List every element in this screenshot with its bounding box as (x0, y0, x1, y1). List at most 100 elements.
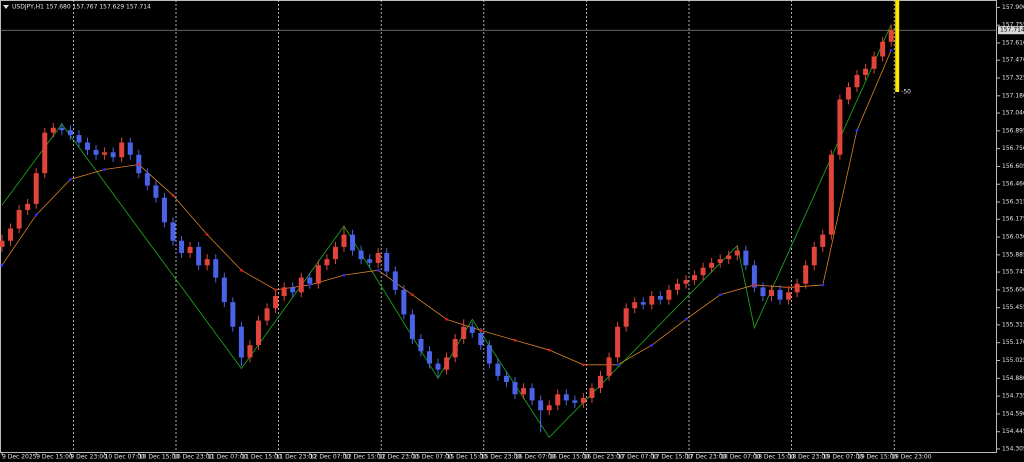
candle-body (452, 339, 458, 358)
candle-body (67, 130, 73, 136)
candle-body (59, 127, 65, 131)
candle-body (153, 185, 159, 198)
ma-dot (411, 293, 414, 297)
x-tick-label: 18 Dec 15:00 (754, 454, 795, 461)
y-tick-label: 156.175 (1002, 216, 1024, 223)
y-tick-label: 156.750 (1002, 145, 1024, 152)
candle-body (666, 289, 672, 300)
candle-body (341, 234, 347, 247)
candle-body (888, 30, 894, 42)
candle-body (478, 332, 484, 346)
candle-body (238, 326, 244, 358)
y-tick-label: 157.180 (1002, 92, 1024, 99)
y-tick-label: 157.610 (1002, 39, 1024, 46)
candle-body (632, 302, 638, 309)
ma-dot (684, 317, 688, 321)
candle-body (871, 56, 877, 69)
x-tick-label: 15 Dec 15:00 (447, 454, 488, 461)
y-tick-label: 154.590 (1002, 410, 1024, 417)
ma-dot (376, 268, 380, 272)
candle-body (811, 246, 817, 266)
y-tick-label: 155.885 (1002, 251, 1024, 258)
x-tick-label: 11 Dec 07:00 (207, 454, 248, 461)
y-tick-label: 156.895 (1002, 127, 1024, 134)
ma-dot (171, 193, 175, 197)
y-tick-label: 155.025 (1002, 357, 1024, 364)
candle-body (461, 326, 467, 339)
candle-body (649, 296, 655, 305)
candle-body (367, 259, 373, 263)
ma-dot (103, 168, 106, 171)
candle-body (734, 250, 740, 256)
x-tick-label: 11 Dec 15:00 (241, 454, 282, 461)
candle-body (538, 400, 544, 411)
candle-body (384, 253, 390, 272)
ma-dot (479, 329, 483, 332)
candle-body (615, 326, 621, 358)
x-tick-label: 10 Dec 23:00 (173, 454, 214, 461)
candle-body (512, 381, 518, 395)
y-tick-label: 157.900 (1002, 4, 1024, 11)
candle-body (298, 277, 304, 293)
y-tick-label: 155.455 (1002, 304, 1024, 311)
ma-dot (274, 288, 277, 292)
candle-body (845, 87, 851, 100)
x-tick-label: 18 Dec 07:00 (720, 454, 761, 461)
candle-body (307, 277, 313, 284)
ma-dot (308, 283, 312, 287)
y-tick-label: 157.040 (1002, 110, 1024, 117)
y-tick-label: 155.170 (1002, 339, 1024, 346)
candle-body (435, 363, 441, 370)
y-tick-label: 157.755 (1002, 22, 1024, 29)
candle-body (375, 253, 381, 263)
candle-body (555, 394, 561, 406)
candle-body (85, 142, 90, 150)
last-price-label: 157.714 (1000, 27, 1024, 34)
candle-body (221, 277, 227, 303)
candle-body (230, 302, 236, 327)
candle-body (563, 394, 569, 401)
candle-body (709, 262, 715, 268)
candle-body (854, 74, 860, 88)
candle-body (495, 363, 501, 376)
x-tick-label: 12 Dec 15:00 (344, 454, 385, 461)
title-arrow (3, 5, 9, 9)
candle-body (743, 250, 749, 266)
ma-dot (513, 338, 517, 342)
x-tick-label: 12 Dec 23:00 (378, 454, 419, 461)
x-tick-label: 16 Dec 15:00 (549, 454, 590, 461)
candle-body (657, 296, 663, 300)
last-price-box (998, 26, 1024, 35)
y-tick-label: 155.745 (1002, 269, 1024, 276)
candle-body (486, 345, 492, 364)
candle-body (119, 142, 125, 158)
candle-body (0, 240, 5, 247)
candle-body (700, 267, 706, 276)
x-tick-label: 9 Dec 23:00 (70, 454, 107, 461)
candle-body (332, 246, 338, 260)
y-tick-label: 157.325 (1002, 74, 1024, 81)
candle-body (76, 135, 82, 143)
candle-body (469, 326, 475, 333)
ma-dot (582, 363, 585, 367)
y-tick-label: 154.445 (1002, 428, 1024, 435)
candle-body (820, 234, 826, 247)
ma-dot (34, 213, 38, 217)
candle-body (273, 296, 279, 309)
candle-body (315, 265, 321, 284)
ma-dot (889, 48, 893, 52)
candle-body (777, 289, 783, 300)
candle-body (726, 255, 732, 260)
candle-body (717, 259, 723, 263)
candle-body (8, 228, 14, 241)
candle-body (102, 152, 108, 155)
candle-body (598, 375, 603, 389)
ma-dot (342, 273, 346, 277)
candle-body (392, 271, 398, 290)
candle-body (794, 283, 800, 293)
candle-body (580, 397, 586, 403)
candle-body (803, 265, 809, 284)
ma-dot (753, 283, 756, 287)
x-tick-label: 15 Dec 23:00 (481, 454, 522, 461)
candle-body (546, 405, 552, 411)
